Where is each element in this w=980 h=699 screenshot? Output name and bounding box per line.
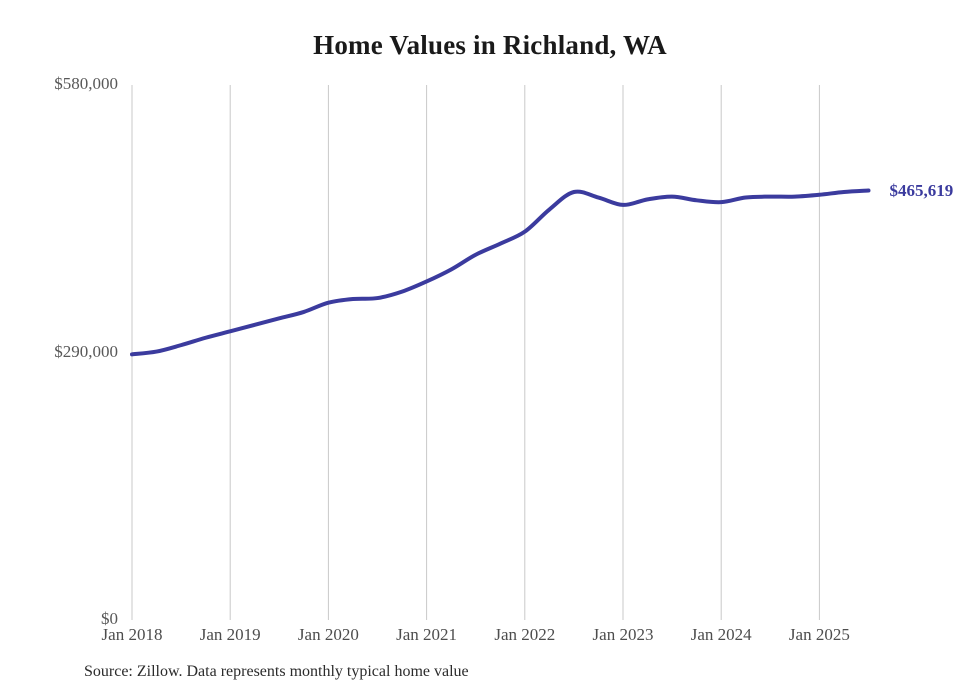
y-axis-tick-label: $290,000 bbox=[54, 341, 118, 361]
y-axis-tick-label: $580,000 bbox=[54, 74, 118, 93]
y-axis-tick-label: $0 bbox=[101, 609, 118, 628]
series-end-value-label: $465,619 bbox=[889, 180, 954, 200]
x-axis-tick-label: Jan 2019 bbox=[199, 625, 261, 644]
series-line bbox=[130, 188, 871, 357]
x-axis-tick-label: Jan 2023 bbox=[592, 625, 654, 644]
x-axis-tick-label: Jan 2021 bbox=[396, 625, 458, 644]
x-axis-tick-label: Jan 2025 bbox=[788, 625, 850, 644]
chart-title: Home Values in Richland, WA bbox=[313, 30, 667, 60]
x-axis-tick-label: Jan 2020 bbox=[297, 625, 359, 644]
x-axis-tick-label: Jan 2018 bbox=[101, 625, 163, 644]
series-lines bbox=[130, 188, 871, 357]
x-axis-tick-label: Jan 2024 bbox=[690, 625, 752, 644]
gridlines bbox=[131, 85, 820, 620]
source-note: Source: Zillow. Data represents monthly … bbox=[84, 663, 469, 680]
x-axis-tick-label: Jan 2022 bbox=[494, 625, 556, 644]
